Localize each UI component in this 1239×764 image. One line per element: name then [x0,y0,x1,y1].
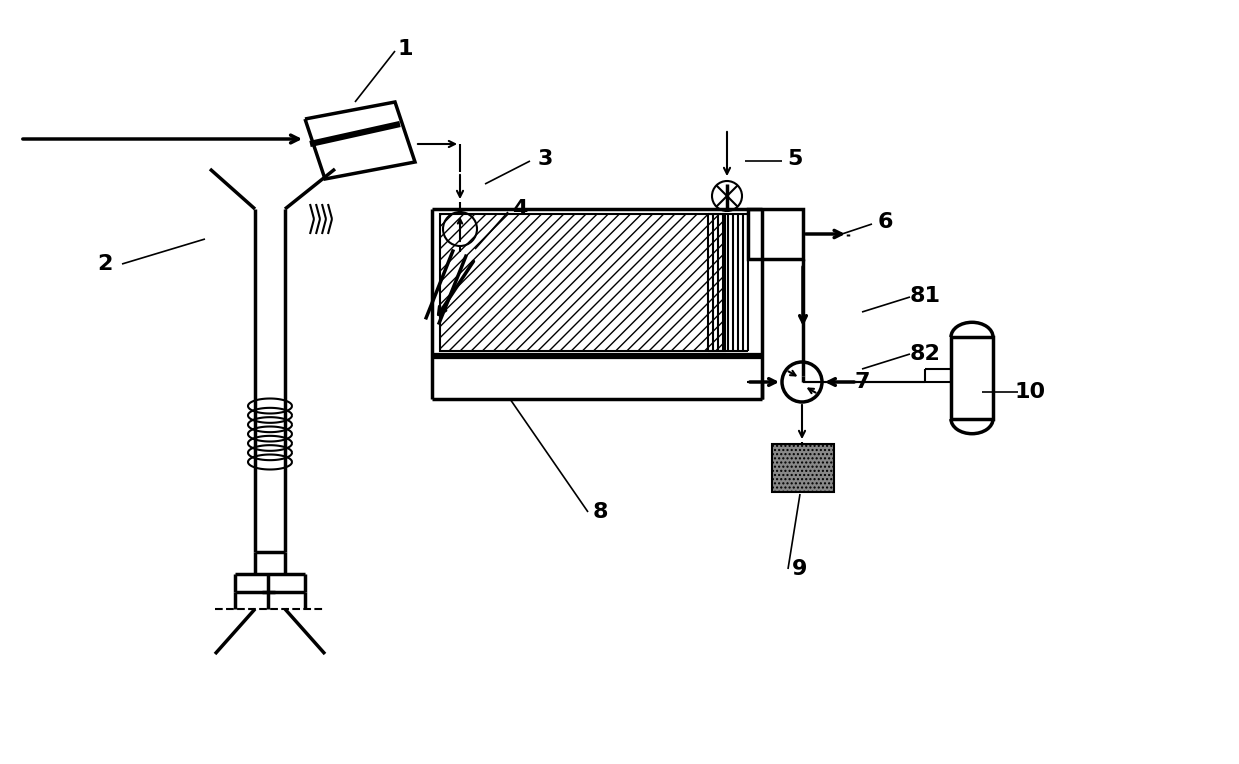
Bar [748,209,803,259]
Text: 10: 10 [1015,382,1046,402]
Bar [440,214,725,351]
Text: 82: 82 [909,344,940,364]
Text: 3: 3 [538,149,553,169]
Text: 1: 1 [398,39,413,59]
Text: 5: 5 [787,149,803,169]
Text: 4: 4 [512,199,528,219]
Bar [772,444,834,492]
Text: 81: 81 [909,286,940,306]
Text: 2: 2 [98,254,113,274]
Text: 7: 7 [854,372,870,392]
Text: 8: 8 [592,502,608,522]
Bar [952,337,992,419]
Text: 9: 9 [792,559,808,579]
Text: 6: 6 [877,212,893,232]
